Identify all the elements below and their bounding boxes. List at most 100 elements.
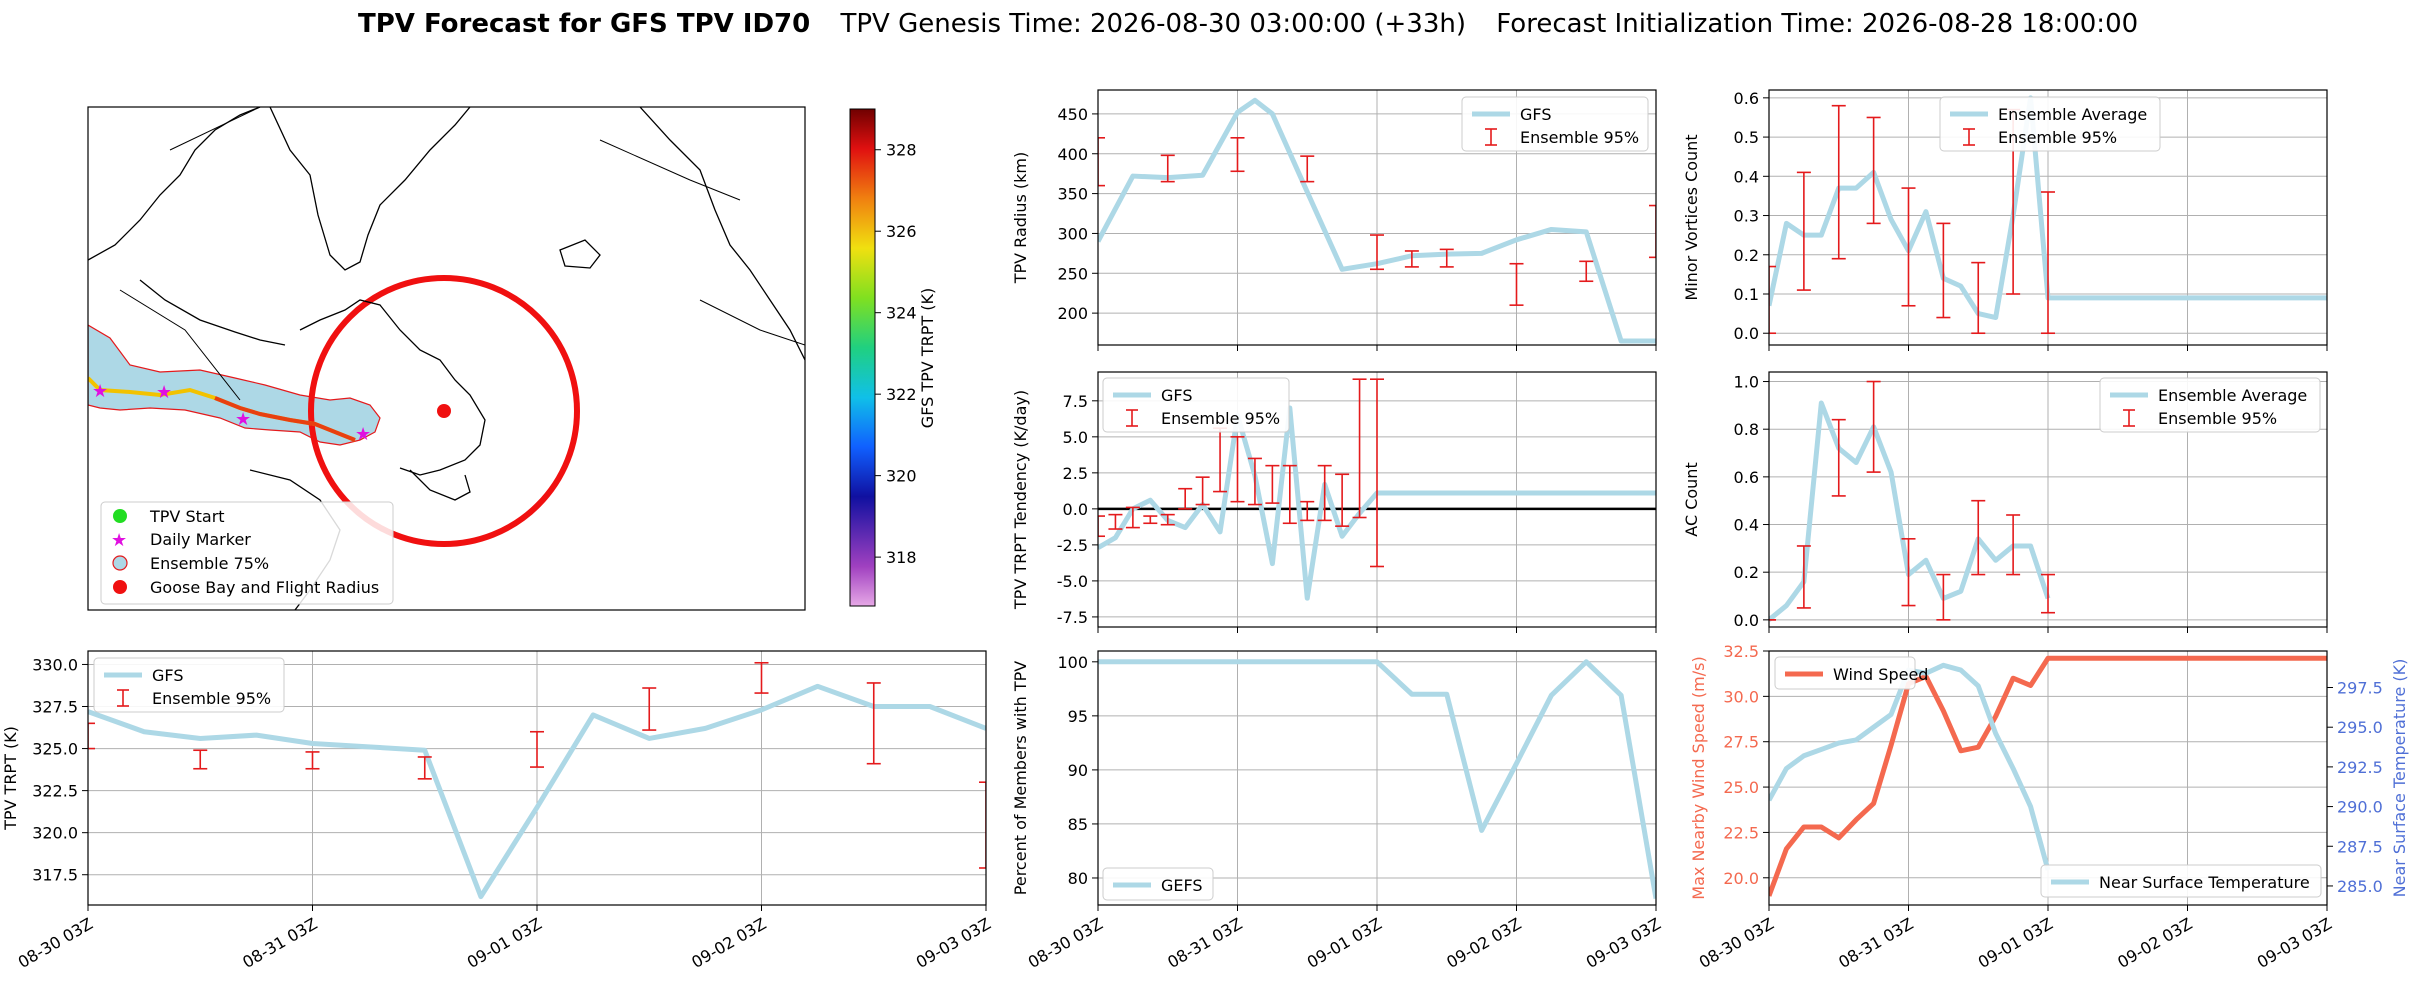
y-tick-label: 317.5 <box>32 866 78 885</box>
errorbar <box>1901 187 1916 307</box>
coastline-europe <box>639 107 805 361</box>
legend-label: GEFS <box>1161 876 1203 895</box>
legend-goose-bay: Goose Bay and Flight Radius <box>150 578 379 597</box>
legend-label: GFS <box>1161 386 1192 405</box>
errorbar <box>979 781 986 869</box>
y-tick-label: 350 <box>1057 185 1088 204</box>
errorbar <box>530 730 544 768</box>
legend-box <box>1939 96 2161 152</box>
y2-axis-label: Near Surface Temperature (K) <box>2390 659 2409 898</box>
legend-tpv-start: TPV Start <box>149 507 225 526</box>
coastline-labrador <box>299 299 486 476</box>
y-tick-label: 0.2 <box>1734 246 1759 265</box>
y-tick-label: 95 <box>1068 707 1088 726</box>
figure-title: TPV Forecast for GFS TPV ID70 TPV Genesi… <box>358 9 2138 39</box>
x-tick-label: 09-01 03Z <box>464 914 545 972</box>
series-line <box>1769 655 2327 897</box>
plot-area-tendency <box>1098 378 1656 601</box>
coastline-newfoundland <box>409 469 471 501</box>
daily-marker-2: ★ <box>156 382 172 403</box>
chart-minor: 0.0 0.1 0.2 0.3 0.4 0.5 0.6 Minor Vortices Coun… <box>1682 89 2328 351</box>
errorbar <box>2041 191 2055 335</box>
coastline-greenland <box>269 107 471 271</box>
plot-area-ac <box>1769 380 2055 622</box>
y-tick-label: 100 <box>1057 653 1088 672</box>
x-tick-label: 09-02 03Z <box>688 914 769 972</box>
x-tick-label: 09-03 03Z <box>2254 914 2335 972</box>
y-axis-label: Percent of Members with TPV <box>1011 661 1030 895</box>
errorbar <box>1247 457 1262 506</box>
errorbar <box>1352 378 1367 519</box>
y-tick-label: 300 <box>1057 224 1088 243</box>
errorbar <box>1404 250 1419 268</box>
legend-label: Ensemble 95% <box>152 689 271 708</box>
legend-box <box>2099 377 2321 433</box>
y-tick-label: 330.0 <box>32 655 78 674</box>
colorbar-tick-label: 322 <box>886 385 917 404</box>
legend-box <box>1102 867 1214 901</box>
flight-radius-circle <box>308 275 580 547</box>
errorbar <box>1160 513 1175 526</box>
errorbar <box>1143 515 1158 525</box>
legend-ensemble-75: Ensemble 75% <box>150 554 269 573</box>
errorbar <box>1866 116 1881 225</box>
y2-tick-label: 295.0 <box>2337 718 2383 737</box>
legend-label: Ensemble 95% <box>1161 409 1280 428</box>
x-tick-label: 09-03 03Z <box>913 914 994 972</box>
legend-label: Ensemble Average <box>2158 386 2307 405</box>
y-tick-label: 1.0 <box>1734 373 1759 392</box>
errorbar <box>1265 464 1280 504</box>
errorbar <box>1831 104 1846 260</box>
y-tick-label: 80 <box>1068 869 1088 888</box>
y-tick-label: 250 <box>1057 264 1088 283</box>
y-tick-label: 0.8 <box>1734 420 1759 439</box>
legend-label: Ensemble 95% <box>2158 409 2277 428</box>
legend: GEFS <box>1102 867 1214 901</box>
errorbar <box>866 682 881 765</box>
y-tick-label: 90 <box>1068 761 1088 780</box>
x-tick-label: 08-31 03Z <box>239 914 320 972</box>
errorbar <box>193 749 208 770</box>
errorbar <box>1936 573 1951 621</box>
legend-label: Wind Speed <box>1833 665 1928 684</box>
y2-tick-label: 297.5 <box>2337 679 2383 698</box>
y-tick-label: 325.0 <box>32 740 78 759</box>
y-tick-label: 200 <box>1057 304 1088 323</box>
colorbar-label: GFS TPV TRPT (K) <box>918 288 937 428</box>
ensemble-75-envelope <box>88 324 381 446</box>
errorbar <box>1796 545 1811 609</box>
y-tick-label: 0.4 <box>1734 167 1759 186</box>
errorbar <box>1125 506 1140 529</box>
border-lines <box>119 107 805 401</box>
errorbar <box>417 756 432 780</box>
colorbar <box>849 108 876 607</box>
y-tick-label: 27.5 <box>1723 733 1759 752</box>
daily-markers: ★ ★ ★ ★ <box>92 381 371 445</box>
x-tick-label: 08-31 03Z <box>1164 914 1245 972</box>
y-tick-label: 0.4 <box>1734 516 1759 535</box>
chart-ac: 0.0 0.2 0.4 0.6 0.8 1.0 AC Count Ensemble Avera… <box>1682 371 2328 633</box>
x-tick-label: 09-02 03Z <box>2114 914 2195 972</box>
init-time: Forecast Initialization Time: 2026-08-28… <box>1496 9 2138 39</box>
daily-marker-3: ★ <box>235 409 251 430</box>
y-tick-label: 85 <box>1068 815 1088 834</box>
legend: Near Surface Temperature <box>2040 864 2322 898</box>
errorbar <box>1098 137 1105 187</box>
y-axis-label: Max Nearby Wind Speed (m/s) <box>1689 656 1708 899</box>
y-tick-label: 0.0 <box>1734 324 1759 343</box>
errorbar <box>1579 260 1594 283</box>
goose-bay-point <box>437 404 451 418</box>
legend: Ensemble Average Ensemble 95% <box>1939 96 2161 152</box>
errorbar <box>88 722 95 750</box>
errorbar <box>1971 261 1986 335</box>
colorbar-tick-label: 328 <box>886 141 917 160</box>
series-line <box>1098 659 1656 899</box>
y-tick-label: 25.0 <box>1723 778 1759 797</box>
y-axis-label: TPV Radius (km) <box>1011 152 1030 285</box>
map-legend-box <box>100 501 394 605</box>
x-tick-label: 09-03 03Z <box>1583 914 1664 972</box>
y-tick-label: 0.0 <box>1063 500 1088 519</box>
legend-label: Ensemble 95% <box>1520 128 1639 147</box>
y-tick-label: 22.5 <box>1723 823 1759 842</box>
map-panel: ★ ★ ★ ★ TPV Start ★ Daily Marker Ensembl… <box>87 106 937 611</box>
